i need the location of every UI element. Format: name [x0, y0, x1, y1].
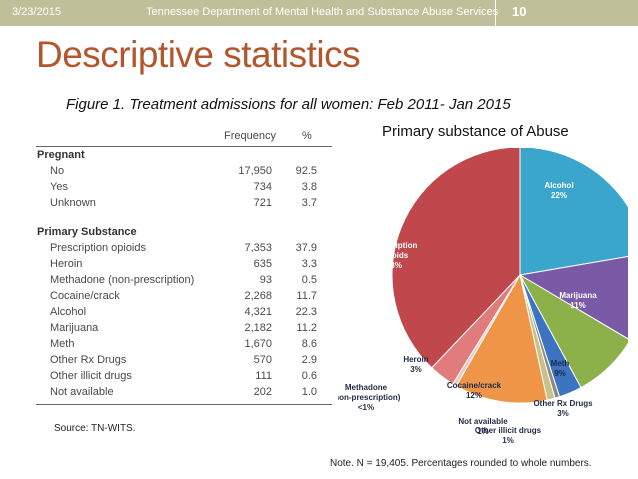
row-frequency: 93: [259, 274, 272, 286]
row-percent: 37.9: [295, 242, 317, 254]
row-percent: 11.7: [296, 290, 317, 302]
row-label: Unknown: [50, 197, 96, 209]
slice-label: Heroin 3%: [403, 355, 428, 374]
slide-title: Descriptive statistics: [36, 34, 361, 75]
row-label: Other Rx Drugs: [50, 354, 127, 366]
header-org: Tennessee Department of Mental Health an…: [146, 6, 499, 18]
row-percent: 0.6: [301, 370, 317, 382]
table-row: Not available 202 1.0: [36, 386, 332, 401]
slice-label: Other Rx Drugs 3%: [533, 399, 593, 418]
table-header-row: Frequency %: [36, 130, 332, 145]
row-frequency: 202: [253, 386, 272, 398]
row-frequency: 7,353: [244, 242, 272, 254]
group-header-primary-substance: Primary Substance: [36, 226, 332, 241]
table-row: Meth 1,670 8.6: [36, 338, 332, 353]
pie-slice-marijuana: [518, 255, 628, 340]
row-label: No: [50, 165, 65, 177]
header-date: 3/23/2015: [12, 6, 61, 18]
row-label: Methadone (non-prescription): [50, 274, 195, 286]
table-row: Other Rx Drugs 570 2.9: [36, 354, 332, 369]
row-frequency: 570: [253, 354, 272, 366]
row-frequency: 111: [255, 370, 272, 382]
figure-caption: Figure 1. Treatment admissions for all w…: [66, 96, 511, 113]
table-row: No 17,950 92.5: [36, 165, 332, 180]
table-row: Marijuana 2,182 11.2: [36, 322, 332, 337]
table-row: Heroin 635 3.3: [36, 258, 332, 273]
table-rule: [36, 146, 332, 147]
slice-label: Alcohol 22%: [544, 181, 573, 200]
row-label: Alcohol: [50, 306, 87, 318]
row-percent: 22.3: [295, 306, 317, 318]
table-row: Yes 734 3.8: [36, 181, 332, 196]
group-label: Pregnant: [37, 149, 85, 161]
row-frequency: 4,321: [244, 306, 272, 318]
pie-slice-prescription-opioids: [391, 148, 521, 369]
header-bar: 3/23/2015 Tennessee Department of Mental…: [0, 0, 638, 26]
table-row: Other illicit drugs 111 0.6: [36, 370, 332, 385]
slice-label: Meth 9%: [551, 359, 570, 378]
row-label: Marijuana: [50, 322, 99, 334]
row-label: Other illicit drugs: [50, 370, 132, 382]
group-label: Primary Substance: [37, 226, 137, 238]
table-rule: [36, 404, 332, 405]
row-label: Prescription opioids: [50, 242, 146, 254]
slice-label: Not available 1%: [458, 417, 508, 436]
row-percent: 1.0: [301, 386, 317, 398]
frequency-table: Frequency % Pregnant No 17,950 92.5 Yes …: [36, 127, 332, 415]
slice-label: Cocaine/crack 12%: [447, 381, 502, 400]
row-label: Yes: [50, 181, 68, 193]
page-number: 10: [512, 4, 527, 19]
row-frequency: 635: [253, 258, 272, 270]
pie-slice-alcohol: [519, 148, 628, 276]
row-frequency: 2,268: [244, 290, 272, 302]
slice-label: Marijuana 11%: [559, 291, 597, 310]
table-row: Unknown 721 3.7: [36, 197, 332, 212]
table-row: Alcohol 4,321 22.3: [36, 306, 332, 321]
row-percent: 11.2: [296, 322, 317, 334]
pie-slice-cocaine-crack: [455, 273, 548, 404]
source-note: Source: TN-WITS.: [54, 423, 136, 434]
row-label: Cocaine/crack: [50, 290, 120, 302]
footnote: Note. N = 19,405. Percentages rounded to…: [330, 458, 592, 469]
row-label: Not available: [50, 386, 114, 398]
row-label: Meth: [50, 338, 75, 350]
slice-label: Other illicit drugs 1%: [475, 426, 542, 445]
row-percent: 3.7: [301, 197, 317, 209]
row-frequency: 17,950: [238, 165, 272, 177]
header-divider: [495, 0, 496, 26]
table-row: Methadone (non-prescription) 93 0.5: [36, 274, 332, 289]
table-row: Cocaine/crack 2,268 11.7: [36, 290, 332, 305]
row-percent: 0.5: [301, 274, 317, 286]
row-percent: 8.6: [301, 338, 317, 350]
slice-label: Prescription opioids 38%: [371, 241, 418, 270]
table-row: Prescription opioids 7,353 37.9: [36, 242, 332, 257]
group-header-pregnant: Pregnant: [36, 149, 332, 164]
col-header-frequency: Frequency: [224, 130, 276, 142]
row-percent: 92.5: [295, 165, 317, 177]
row-frequency: 734: [253, 181, 272, 193]
row-label: Heroin: [50, 258, 83, 270]
row-percent: 3.8: [301, 181, 317, 193]
pie-chart: Alcohol 22% Marijuana 11% Meth 9% Other Rx Dru…: [338, 148, 628, 445]
row-frequency: 1,670: [244, 338, 272, 350]
chart-title: Primary substance of Abuse: [382, 123, 569, 140]
col-header-percent: %: [302, 130, 312, 142]
slice-label: Methadone (non-prescription) <1%: [338, 383, 401, 412]
row-percent: 2.9: [301, 354, 317, 366]
row-percent: 3.3: [301, 258, 317, 270]
row-frequency: 2,182: [244, 322, 272, 334]
row-frequency: 721: [253, 197, 272, 209]
